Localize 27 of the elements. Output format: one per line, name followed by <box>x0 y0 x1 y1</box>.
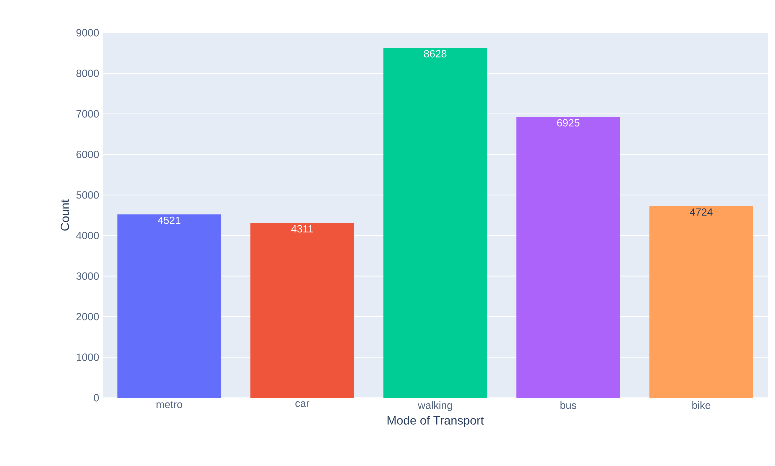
bar <box>384 48 488 398</box>
data-label: 4724 <box>690 208 713 216</box>
y-axis-title: Count <box>60 200 70 231</box>
x-tick-label: bus <box>560 402 577 410</box>
y-tick-label: 5000 <box>76 192 100 199</box>
bar <box>250 223 354 398</box>
y-tick-label: 2000 <box>76 313 100 321</box>
y-tick-label: 9000 <box>76 29 100 37</box>
bar <box>516 117 620 398</box>
y-tick-label: 6000 <box>76 150 100 158</box>
data-label: 4311 <box>291 225 314 233</box>
y-tick-label: 0 <box>94 394 100 402</box>
y-tick-label: 3000 <box>76 272 100 280</box>
bar <box>118 214 222 398</box>
y-tick-label: 1000 <box>77 354 100 362</box>
y-tick-label: 7000 <box>76 110 100 118</box>
data-label: 8628 <box>424 50 447 58</box>
x-tick-label: metro <box>156 402 182 408</box>
y-tick-label: 8000 <box>76 70 100 78</box>
y-tick-label: 4000 <box>76 232 100 240</box>
data-label: 6925 <box>557 119 580 127</box>
bar <box>650 206 754 398</box>
data-label: 4521 <box>158 216 181 224</box>
x-tick-label: walking <box>418 402 452 412</box>
x-tick-label: bike <box>692 402 711 410</box>
x-tick-label: car <box>296 402 310 408</box>
x-axis-title: Mode of Transport <box>388 416 484 428</box>
